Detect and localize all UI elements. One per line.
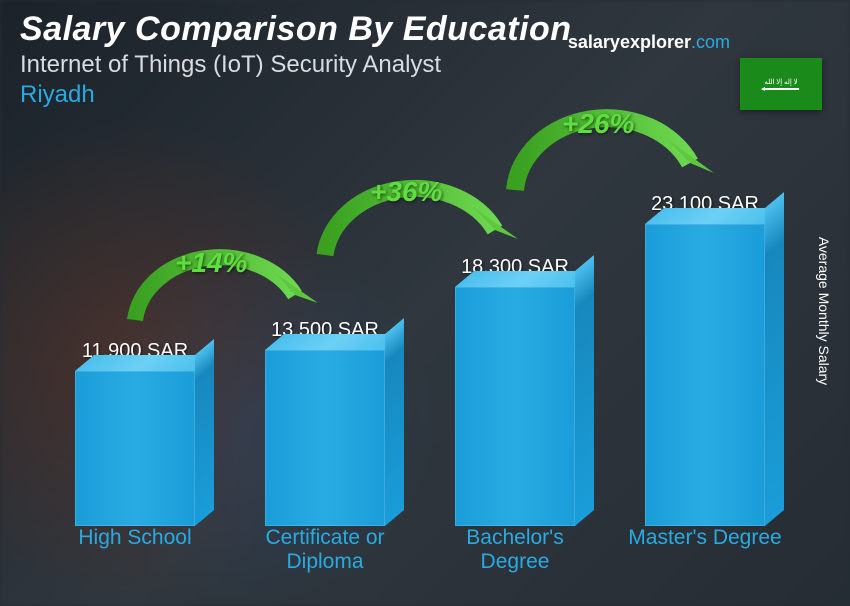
bar-shape xyxy=(75,371,195,526)
increase-pct: +36% xyxy=(370,176,442,208)
bar-chart: 11,900 SAR 13,500 SAR 18,300 SAR xyxy=(40,140,800,576)
chart-location: Riyadh xyxy=(20,81,830,109)
bar-high-school: 11,900 SAR xyxy=(50,340,220,526)
bar-label: High School xyxy=(50,526,220,576)
x-labels: High School Certificate or Diploma Bache… xyxy=(40,526,800,576)
bar-shape xyxy=(455,287,575,526)
bar-bachelors: 18,300 SAR xyxy=(430,256,600,526)
svg-text:لا إله إلا الله: لا إله إلا الله xyxy=(764,78,797,86)
header: Salary Comparison By Education Internet … xyxy=(20,10,830,109)
bar-shape xyxy=(645,224,765,526)
bar-masters: 23,100 SAR xyxy=(620,193,790,526)
brand-name: salaryexplorer xyxy=(568,32,691,52)
increase-arrow-icon xyxy=(120,225,320,335)
bar-certificate: 13,500 SAR xyxy=(240,319,410,526)
y-axis-label: Average Monthly Salary xyxy=(816,237,832,385)
bar-label: Certificate or Diploma xyxy=(240,526,410,576)
bar-label: Master's Degree xyxy=(620,526,790,576)
brand-logo: salaryexplorer.com xyxy=(568,32,730,53)
increase-arrow-icon xyxy=(310,155,520,270)
chart-subtitle: Internet of Things (IoT) Security Analys… xyxy=(20,51,830,79)
increase-pct: +26% xyxy=(562,108,634,140)
bar-label: Bachelor's Degree xyxy=(430,526,600,576)
brand-ext: .com xyxy=(691,32,730,52)
country-flag-icon: لا إله إلا الله xyxy=(740,58,822,110)
increase-pct: +14% xyxy=(175,247,247,279)
bar-shape xyxy=(265,350,385,526)
